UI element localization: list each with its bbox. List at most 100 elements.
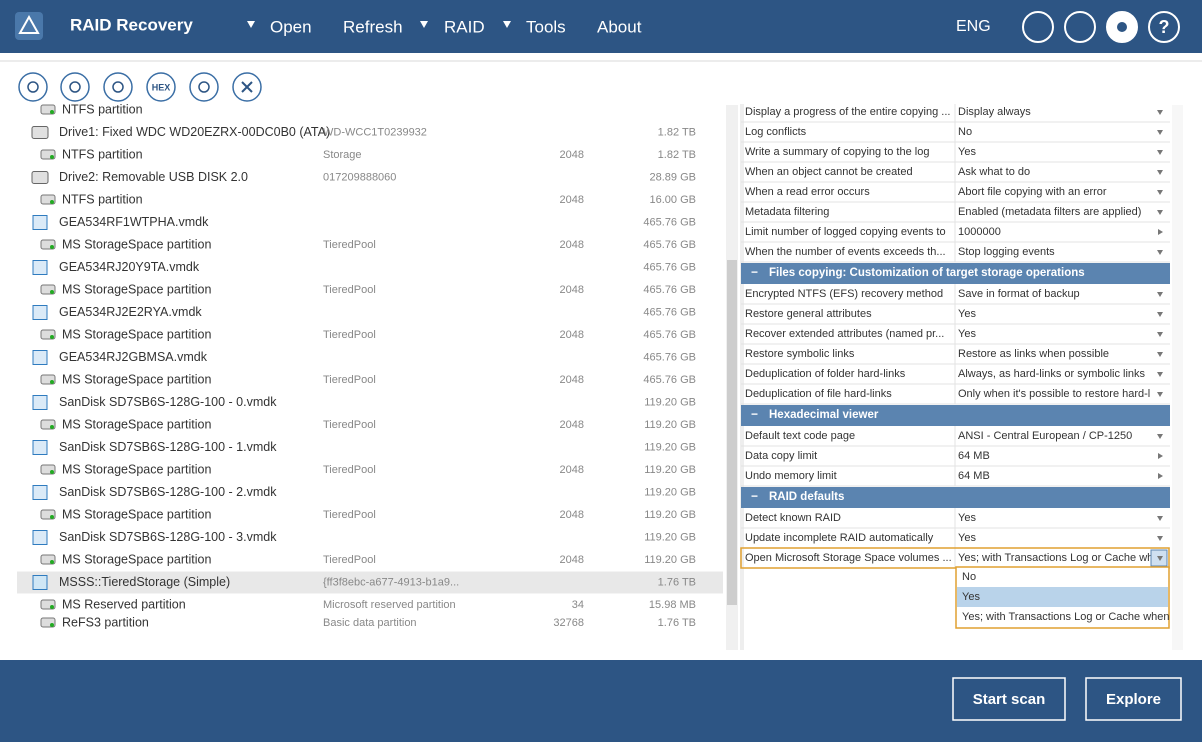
setting-value[interactable]: Enabled (metadata filters are applied): [958, 206, 1141, 218]
item-name[interactable]: SanDisk SD7SB6S-128G-100 - 3.vmdk: [59, 530, 277, 544]
setting-value[interactable]: 64 MB: [958, 450, 990, 462]
value-arrow[interactable]: [1158, 473, 1163, 479]
scroll-thumb[interactable]: [727, 260, 737, 605]
setting-value[interactable]: Save in format of backup: [958, 288, 1080, 300]
value-arrow[interactable]: [1157, 312, 1163, 317]
menu-item[interactable]: Tools: [526, 17, 566, 36]
button[interactable]: [952, 677, 1066, 721]
toolbar-button[interactable]: [103, 72, 133, 102]
setting-value[interactable]: 64 MB: [958, 470, 990, 482]
header-icon[interactable]: [1064, 11, 1096, 43]
toolbar-button[interactable]: [146, 72, 176, 102]
button-label[interactable]: Explore: [1106, 691, 1161, 708]
item-name[interactable]: MSSS::TieredStorage (Simple): [59, 575, 230, 589]
section-toggle[interactable]: −: [751, 407, 758, 421]
setting-value[interactable]: ANSI - Central European / CP-1250: [958, 430, 1132, 442]
setting-value[interactable]: Yes: [958, 146, 976, 158]
value-arrow[interactable]: [1157, 352, 1163, 357]
value-arrow[interactable]: [1157, 190, 1163, 195]
item-name[interactable]: Drive2: Removable USB DISK 2.0: [59, 170, 248, 184]
value-arrow[interactable]: [1157, 516, 1163, 521]
button-label[interactable]: Start scan: [973, 691, 1046, 708]
dropdown-option[interactable]: Yes: [962, 591, 980, 603]
value-arrow[interactable]: [1158, 453, 1163, 459]
item-info: TieredPool: [323, 554, 376, 566]
scrollbar[interactable]: [1172, 105, 1183, 650]
section-toggle[interactable]: −: [751, 265, 758, 279]
item-name[interactable]: MS Reserved partition: [62, 597, 186, 611]
item-name[interactable]: ReFS3 partition: [62, 615, 149, 629]
dropdown-option[interactable]: Yes; with Transactions Log or Cache when: [962, 611, 1170, 623]
item-name[interactable]: GEA534RJ20Y9TA.vmdk: [59, 260, 200, 274]
value-arrow[interactable]: [1158, 229, 1163, 235]
item-name[interactable]: MS StorageSpace partition: [62, 327, 211, 341]
toolbar-button[interactable]: [18, 72, 48, 102]
item-name[interactable]: MS StorageSpace partition: [62, 372, 211, 386]
item-name[interactable]: MS StorageSpace partition: [62, 507, 211, 521]
menu-item[interactable]: Open: [270, 17, 312, 36]
item-name[interactable]: SanDisk SD7SB6S-128G-100 - 1.vmdk: [59, 440, 277, 454]
section-toggle[interactable]: −: [751, 489, 758, 503]
item-name[interactable]: MS StorageSpace partition: [62, 237, 211, 251]
setting-name: Deduplication of folder hard-links: [745, 368, 906, 380]
value-arrow[interactable]: [1157, 292, 1163, 297]
setting-value[interactable]: Yes: [958, 532, 976, 544]
language[interactable]: ENG: [956, 18, 991, 35]
value-arrow[interactable]: [1157, 210, 1163, 215]
setting-value[interactable]: Ask what to do: [958, 166, 1030, 178]
toolbar-button[interactable]: [60, 72, 90, 102]
item-start: 2048: [560, 239, 584, 251]
item-name[interactable]: SanDisk SD7SB6S-128G-100 - 2.vmdk: [59, 485, 277, 499]
item-name[interactable]: MS StorageSpace partition: [62, 417, 211, 431]
value-arrow[interactable]: [1157, 434, 1163, 439]
item-name[interactable]: SanDisk SD7SB6S-128G-100 - 0.vmdk: [59, 395, 277, 409]
value-arrow[interactable]: [1157, 536, 1163, 541]
menu-item[interactable]: RAID: [444, 17, 485, 36]
value-arrow[interactable]: [1157, 150, 1163, 155]
header-icon[interactable]: [1022, 11, 1054, 43]
dropdown-highlight: [957, 587, 1168, 607]
item-name[interactable]: NTFS partition: [62, 192, 143, 206]
value-arrow[interactable]: [1157, 332, 1163, 337]
value-arrow[interactable]: [1157, 110, 1163, 115]
value-arrow[interactable]: [1157, 372, 1163, 377]
setting-value[interactable]: Abort file copying with an error: [958, 186, 1107, 198]
setting-value[interactable]: Yes: [958, 328, 976, 340]
item-name[interactable]: GEA534RJ2GBMSA.vmdk: [59, 350, 208, 364]
setting-value[interactable]: Always, as hard-links or symbolic links: [958, 368, 1146, 380]
tree-pane: NTFS partition Drive1: Fixed WDC WD20EZRX…: [17, 102, 723, 629]
setting-value[interactable]: Yes: [958, 512, 976, 524]
item-size: 28.89 GB: [650, 171, 696, 183]
item-name[interactable]: NTFS partition: [62, 147, 143, 161]
setting-value[interactable]: Yes; with Transactions Log or Cache wh: [958, 552, 1153, 564]
item-name[interactable]: MS StorageSpace partition: [62, 462, 211, 476]
menu-item[interactable]: Refresh: [343, 17, 403, 36]
toolbar-button[interactable]: [189, 72, 219, 102]
item-name[interactable]: GEA534RJ2E2RYA.vmdk: [59, 305, 202, 319]
setting-value[interactable]: Yes: [958, 308, 976, 320]
value-arrow[interactable]: [1157, 170, 1163, 175]
button[interactable]: [1085, 677, 1182, 721]
setting-value[interactable]: Display always: [958, 106, 1031, 118]
setting-value[interactable]: No: [958, 126, 972, 138]
value-arrow[interactable]: [1157, 392, 1163, 397]
setting-value[interactable]: 1000000: [958, 226, 1001, 238]
item-name[interactable]: MS StorageSpace partition: [62, 282, 211, 296]
item-name[interactable]: NTFS partition: [62, 102, 143, 116]
value-arrow[interactable]: [1157, 130, 1163, 135]
item-size: 465.76 GB: [643, 216, 696, 228]
value-arrow[interactable]: [1157, 556, 1163, 561]
item-name[interactable]: MS StorageSpace partition: [62, 552, 211, 566]
value-arrow[interactable]: [1157, 250, 1163, 255]
item-info: TieredPool: [323, 329, 376, 341]
item-name[interactable]: Drive1: Fixed WDC WD20EZRX-00DC0B0 (ATA): [59, 125, 330, 139]
menu-item[interactable]: About: [597, 17, 642, 36]
header-icon[interactable]: [1148, 11, 1180, 43]
setting-value[interactable]: Restore as links when possible: [958, 348, 1109, 360]
setting-value[interactable]: Only when it's possible to restore hard-…: [958, 388, 1150, 400]
dropdown-option[interactable]: No: [962, 571, 976, 583]
setting-value[interactable]: Stop logging events: [958, 246, 1055, 258]
item-size: 1.76 TB: [658, 617, 696, 629]
item-size: 465.76 GB: [643, 261, 696, 273]
item-name[interactable]: GEA534RF1WTPHA.vmdk: [59, 215, 209, 229]
